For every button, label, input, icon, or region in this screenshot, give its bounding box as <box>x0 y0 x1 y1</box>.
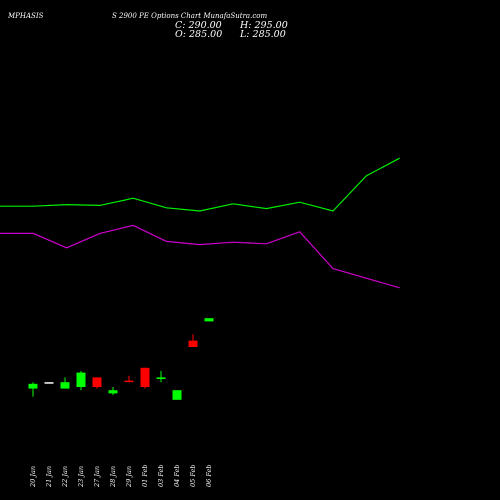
high-value: H: 295.00 <box>240 20 288 31</box>
candle-23-jan <box>76 371 86 391</box>
candle-body <box>44 382 54 384</box>
candle-22-jan <box>60 377 70 389</box>
x-tick-label: 05 Feb <box>189 465 197 488</box>
candle-21-jan <box>44 382 54 384</box>
open-value: O: 285.00 <box>175 29 223 40</box>
low-value: L: 285.00 <box>240 29 286 40</box>
candle-06-feb <box>204 318 214 322</box>
candles <box>28 318 214 400</box>
x-tick-label: 22 Jan <box>61 466 69 488</box>
x-tick-label: 23 Jan <box>77 466 85 488</box>
candle-03-feb <box>156 371 166 383</box>
upper-band-line <box>0 157 400 212</box>
symbol-title: MPHASIS <box>8 12 44 20</box>
candle-body <box>156 377 166 379</box>
close-value: C: 290.00 <box>175 20 222 31</box>
candle-body <box>92 377 102 387</box>
candle-body <box>140 367 150 387</box>
candle-27-jan <box>92 377 102 389</box>
x-tick-label: 01 Feb <box>141 465 149 488</box>
candle-body <box>172 390 182 400</box>
chart-subtitle: S 2900 PE Options Chart MunafaSutra.com <box>112 12 268 20</box>
x-tick-label: 20 Jan <box>29 466 37 488</box>
x-tick-label: 28 Jan <box>109 466 117 488</box>
candle-body <box>76 372 86 387</box>
x-tick-label: 27 Jan <box>93 466 101 488</box>
candle-body <box>108 390 118 394</box>
x-tick-label: 06 Feb <box>205 465 213 488</box>
x-tick-label: 29 Jan <box>125 466 133 488</box>
candle-body <box>60 382 70 389</box>
indicator-lines <box>0 157 400 289</box>
candle-body <box>188 340 198 347</box>
candle-05-feb <box>188 334 198 347</box>
candle-body <box>124 380 134 383</box>
x-tick-label: 03 Feb <box>157 465 165 488</box>
candle-04-feb <box>172 390 182 400</box>
candle-29-jan <box>124 375 134 383</box>
candle-01-feb <box>140 367 150 389</box>
candle-body <box>204 318 214 322</box>
candle-20-jan <box>28 382 38 397</box>
lower-band-line <box>0 224 400 289</box>
candle-body <box>28 383 38 389</box>
candle-28-jan <box>108 387 118 395</box>
x-tick-label: 04 Feb <box>173 465 181 488</box>
x-axis-labels: 20 Jan 21 Jan 22 Jan 23 Jan 27 Jan 28 Jan 29 J… <box>29 465 213 489</box>
x-tick-label: 21 Jan <box>45 466 53 488</box>
